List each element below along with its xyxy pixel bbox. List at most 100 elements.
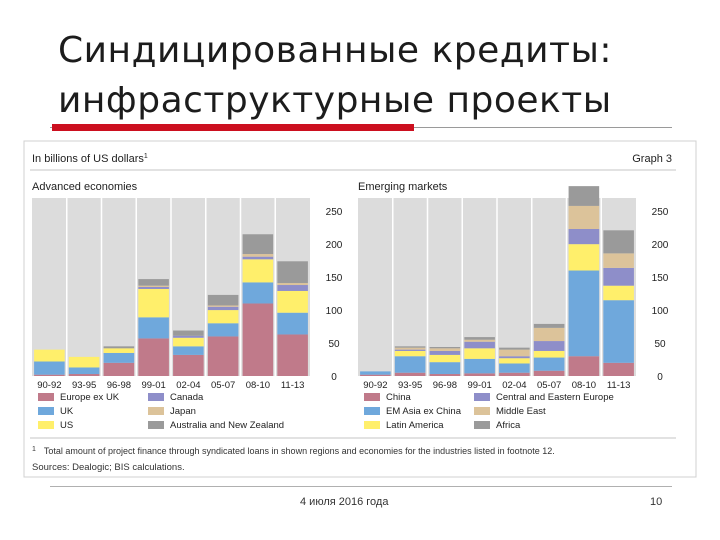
x-tick-label: 96-98 [107, 380, 131, 391]
title-underline-red [52, 124, 414, 131]
x-tick-label: 99-01 [467, 380, 491, 391]
bar-segment [207, 323, 239, 337]
x-tick-label: 99-01 [141, 380, 165, 391]
legend-label: Latin America [386, 420, 444, 431]
bar-segment [173, 330, 204, 336]
bar-segment [464, 373, 495, 376]
legend-label: US [60, 420, 73, 431]
y-tick-label: 0 [331, 372, 337, 383]
y-tick-label: 250 [326, 207, 343, 218]
chart-panel-emerging-markets: Emerging markets 0 50 100 150 200 250 90-92 93-9… [358, 181, 669, 431]
graph-label: Graph 3 [632, 153, 672, 165]
x-tick-label: 93-95 [72, 380, 96, 391]
bar-segment [499, 349, 530, 357]
bar-segment [394, 372, 426, 376]
bar-segment [277, 285, 308, 291]
bar-segment [429, 362, 461, 375]
panel-title: Advanced economies [32, 181, 138, 193]
legend-swatch [364, 407, 380, 415]
legend-label: Europe ex UK [60, 392, 120, 403]
legend-swatch [364, 393, 380, 401]
bar-segment [34, 361, 65, 375]
legend-swatch [38, 393, 54, 401]
footer-divider [50, 486, 672, 487]
bar-segment [603, 300, 634, 363]
bar-segment [173, 346, 204, 355]
bar-segment [68, 367, 100, 375]
x-tick-label: 08-10 [572, 380, 596, 391]
footnote-mark: 1 [32, 446, 36, 453]
legend-swatch [364, 421, 380, 429]
bar-segment [464, 358, 495, 374]
y-tick-label: 100 [652, 306, 669, 317]
bar-segment [603, 253, 634, 268]
x-tick-label: 08-10 [246, 380, 270, 391]
bar-segment [277, 283, 308, 286]
bar-segment [360, 374, 391, 376]
legend-label: Middle East [496, 406, 546, 417]
unit-label: In billions of US dollars1 [32, 153, 148, 165]
unit-label-sup: 1 [144, 153, 148, 160]
bar-segment [207, 294, 239, 306]
bar-segment [242, 234, 274, 255]
x-tick-label: 93-95 [398, 380, 422, 391]
bar-segment [533, 341, 565, 351]
bar-segment [277, 261, 308, 284]
bar-segment [242, 303, 274, 376]
bar-segment [533, 357, 565, 371]
bar-segment [242, 259, 274, 283]
bar-segment [464, 348, 495, 359]
bar-segment [533, 350, 565, 358]
bar-segment [499, 363, 530, 373]
legend-label: Canada [170, 392, 204, 403]
bar-segment [138, 317, 169, 339]
bar-segment [173, 354, 204, 376]
slide-title-line1: Синдицированные кредиты: [58, 30, 613, 71]
bar-segment [242, 256, 274, 260]
bar-segment [429, 350, 461, 355]
bar-segment [429, 374, 461, 376]
bar-segment [34, 374, 65, 376]
chart-panel-advanced-economies: Advanced economies 0 50 100 150 200 250 90-92 93… [32, 181, 343, 431]
bar-segment [103, 362, 135, 376]
y-tick-label: 150 [652, 273, 669, 284]
y-tick-label: 50 [328, 339, 340, 350]
legend-swatch [148, 407, 164, 415]
bar-segment [568, 228, 600, 245]
x-tick-label: 05-07 [537, 380, 561, 391]
bar-segment [394, 349, 426, 351]
bar-segment [103, 348, 135, 353]
bar-segment [568, 270, 600, 357]
bar-segment [464, 341, 495, 349]
bar-segment [603, 267, 634, 286]
footnote: 1 Total amount of project finance through… [32, 446, 555, 456]
bar-segment [68, 356, 100, 368]
bar-segment [103, 352, 135, 363]
bar-segment [34, 349, 65, 362]
y-tick-label: 0 [657, 372, 663, 383]
bar-segment [394, 347, 426, 350]
bar-segment [533, 370, 565, 376]
bar-segment [138, 285, 169, 287]
bar-segment [464, 339, 495, 342]
bar-segment [173, 335, 204, 338]
bar-segment [173, 337, 204, 347]
x-tick-label: 05-07 [211, 380, 235, 391]
legend-swatch [474, 421, 490, 429]
bar-segment [394, 346, 426, 348]
footer-date: 4 июля 2016 года [300, 496, 389, 508]
bar-segment [394, 356, 426, 373]
legend-label: EM Asia ex China [386, 406, 462, 417]
legend-swatch [148, 421, 164, 429]
slide-title: Синдицированные кредиты: инфраструктурны… [58, 26, 698, 126]
footnote-text: Total amount of project finance through … [44, 446, 555, 456]
bar-segment [207, 305, 239, 307]
bar-segment [242, 254, 274, 257]
legend-label: Japan [170, 406, 196, 417]
x-tick-label: 02-04 [176, 380, 200, 391]
bar-segment [429, 348, 461, 351]
bar-segment [568, 186, 600, 206]
legend-label: UK [60, 406, 74, 417]
y-tick-label: 200 [652, 240, 669, 251]
